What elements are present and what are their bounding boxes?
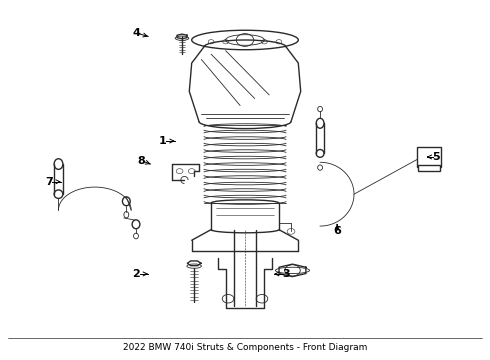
- Text: 2022 BMW 740i Struts & Components - Front Diagram: 2022 BMW 740i Struts & Components - Fron…: [123, 343, 367, 352]
- Text: 5: 5: [433, 152, 440, 162]
- Text: 4: 4: [132, 28, 140, 38]
- Text: 6: 6: [333, 226, 341, 237]
- Text: 1: 1: [159, 136, 167, 146]
- Text: 2: 2: [132, 269, 140, 279]
- FancyBboxPatch shape: [418, 165, 440, 171]
- Text: 3: 3: [282, 269, 290, 279]
- FancyBboxPatch shape: [417, 147, 441, 167]
- Text: 7: 7: [45, 177, 53, 187]
- Text: 8: 8: [137, 156, 145, 166]
